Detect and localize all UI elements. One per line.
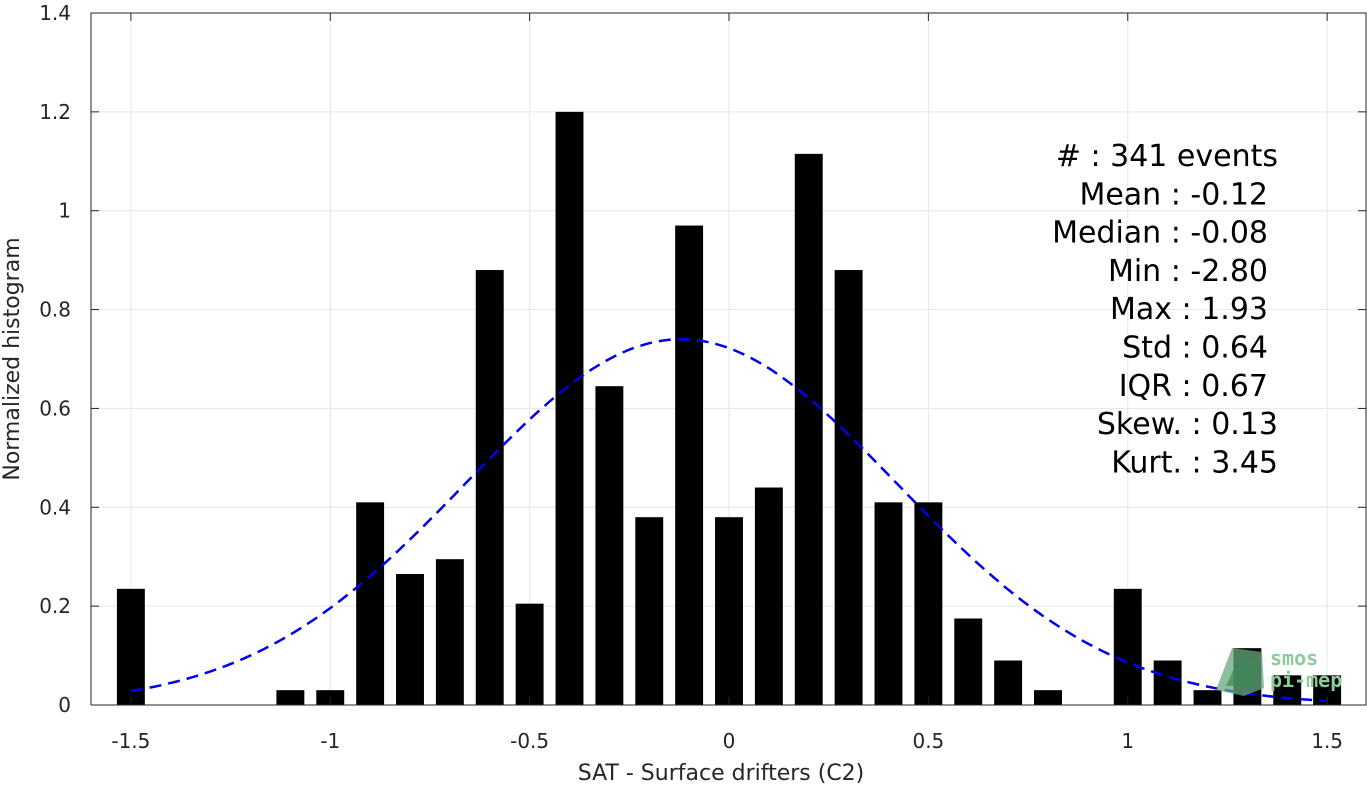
histogram-bar — [555, 111, 584, 706]
x-tick-label: 0 — [723, 729, 736, 753]
histogram-bar — [276, 690, 305, 705]
x-tick-label: 0.5 — [912, 729, 944, 753]
y-tick-label: 0.6 — [39, 396, 71, 420]
x-tick-label: -1.5 — [111, 729, 150, 753]
histogram-bar — [116, 588, 145, 705]
histogram-bar — [1273, 675, 1302, 705]
y-tick-label: 1 — [58, 199, 71, 223]
histogram-bars — [116, 111, 1342, 706]
stats-line: # : 341 events — [1056, 139, 1278, 174]
histogram-bar — [954, 618, 983, 705]
stats-line: Skew. : 0.13 — [1097, 407, 1278, 442]
y-tick-label: 0.2 — [39, 594, 71, 618]
y-tick-label: 0.4 — [39, 495, 71, 519]
x-tick-label: 1 — [1121, 729, 1134, 753]
y-tick-label: 1.2 — [39, 100, 71, 124]
stats-line: Kurt. : 3.45 — [1111, 445, 1278, 480]
histogram-bar — [435, 559, 464, 705]
smos-pimep-logo: smos pi-mep — [1216, 646, 1342, 696]
histogram-bar — [675, 225, 704, 706]
x-axis-label: SAT - Surface drifters (C2) — [578, 761, 865, 785]
stats-line: Max : 1.93 — [1110, 292, 1268, 327]
y-axis-ticks: 0 0.2 0.4 0.6 0.8 1 1.2 1.4 — [39, 1, 1366, 717]
histogram-bar — [356, 502, 385, 705]
stats-line: Mean : -0.12 — [1079, 177, 1268, 212]
gaussian-fit-curve — [130, 337, 1328, 703]
stats-line: IQR : 0.67 — [1119, 369, 1268, 404]
histogram-bar — [715, 517, 743, 705]
histogram-bar — [1113, 588, 1142, 705]
x-tick-label: -1 — [320, 729, 340, 753]
histogram-bar — [396, 574, 424, 705]
logo-line1: smos — [1270, 646, 1318, 670]
histogram-bar — [515, 603, 544, 705]
histogram-bar — [914, 502, 943, 705]
histogram-bar — [1034, 690, 1062, 705]
histogram-bar — [754, 487, 783, 705]
logo-line2: pi-mep — [1270, 668, 1342, 692]
histogram-bar — [635, 517, 664, 705]
x-tick-label: -0.5 — [510, 729, 549, 753]
y-axis-label: Normalized histogram — [0, 237, 25, 480]
histogram-bar — [1193, 690, 1222, 705]
histogram-bar — [994, 660, 1023, 705]
histogram-bar — [794, 153, 823, 705]
stats-line: Std : 0.64 — [1122, 331, 1268, 366]
histogram-bar — [1153, 660, 1182, 705]
logo-leaf-shape-inner — [1226, 656, 1258, 686]
stats-line: Median : -0.08 — [1052, 216, 1268, 251]
histogram-bar — [475, 270, 504, 705]
y-tick-label: 1.4 — [39, 1, 71, 25]
histogram-bar — [874, 502, 903, 705]
stats-line: Min : -2.80 — [1108, 254, 1268, 289]
y-tick-label: 0.8 — [39, 298, 71, 322]
grid-lines — [91, 12, 1367, 706]
x-tick-label: 1.5 — [1311, 729, 1343, 753]
y-tick-label: 0 — [58, 693, 71, 717]
histogram-bar — [834, 270, 863, 705]
histogram-bar — [595, 386, 624, 705]
x-axis-ticks: -1.5 -1 -0.5 0 0.5 1 1.5 — [111, 13, 1343, 753]
